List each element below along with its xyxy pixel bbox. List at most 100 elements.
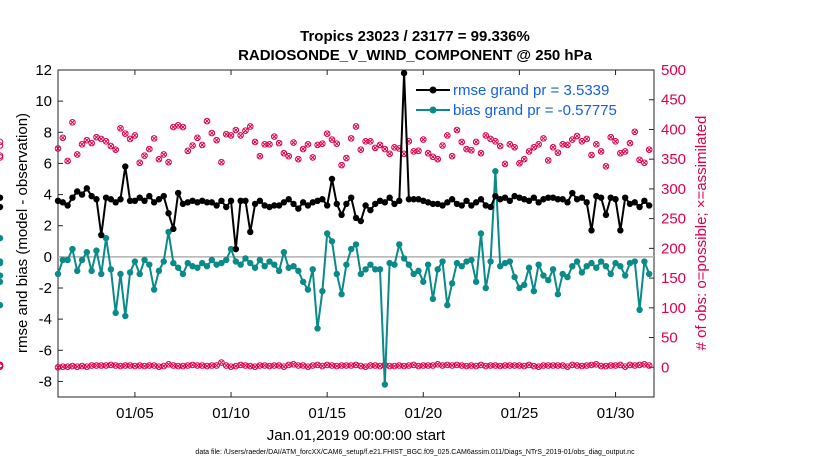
obs-assimilated-point-circle	[323, 361, 331, 369]
obs-possible-point-circle	[415, 147, 422, 155]
obs-assimilated-point-cross	[180, 363, 186, 369]
obs-assimilated-point-cross	[516, 362, 522, 369]
obs-possible-point-cross	[492, 138, 498, 144]
rmse-point	[372, 200, 379, 208]
obs-possible-point	[376, 141, 384, 149]
obs-assimilated-point	[578, 362, 586, 370]
obs-assimilated-point-circle	[516, 362, 523, 369]
obs-possible-point	[112, 146, 119, 153]
obs-possible-point	[88, 139, 95, 147]
obs-assimilated-point	[270, 362, 278, 369]
obs-possible-point-cross	[74, 151, 80, 157]
obs-possible-point-circle	[319, 140, 326, 148]
bias-point	[367, 261, 374, 268]
obs-assimilated-point-circle	[352, 361, 360, 369]
y-tick-label: 12	[35, 62, 52, 79]
obs-possible-point-cross	[531, 144, 537, 150]
obs-assimilated-point-circle	[520, 362, 528, 370]
rmse-point	[559, 196, 566, 203]
obs-assimilated-point	[645, 362, 653, 369]
obs-assimilated-point	[540, 362, 547, 369]
bias-point	[372, 266, 379, 273]
obs-assimilated-point-circle	[112, 362, 119, 369]
obs-possible-point-cross	[502, 161, 508, 167]
obs-possible-point-cross	[319, 141, 325, 147]
obs-possible-point	[0, 153, 4, 159]
rmse-point	[641, 197, 648, 204]
bias-point	[198, 259, 206, 267]
obs-possible-point-circle	[540, 135, 547, 142]
obs-assimilated-point	[391, 362, 398, 370]
bias-point	[319, 287, 326, 295]
bias-point	[468, 256, 475, 264]
obs-assimilated-point	[227, 363, 235, 370]
rmse-point	[88, 192, 95, 200]
obs-assimilated-point	[102, 362, 110, 369]
bias-point	[554, 291, 562, 298]
obs-assimilated-point-circle	[141, 362, 148, 370]
obs-possible-point-circle	[501, 160, 509, 168]
obs-assimilated-point	[357, 362, 365, 370]
bias-point	[516, 284, 523, 292]
obs-assimilated-point-cross	[406, 362, 412, 369]
bias-point	[275, 267, 283, 275]
bias-point	[525, 264, 533, 271]
right-tick-label: 100	[661, 300, 686, 317]
obs-assimilated-point-cross	[108, 362, 114, 368]
obs-possible-point-circle	[583, 135, 591, 143]
obs-assimilated-point-cross	[588, 362, 595, 368]
obs-possible-point	[160, 151, 168, 158]
obs-possible-point-cross	[55, 145, 61, 152]
rmse-point	[588, 227, 595, 234]
rmse-point	[247, 228, 254, 236]
obs-assimilated-point	[520, 362, 528, 370]
obs-assimilated-point-cross	[353, 362, 359, 368]
obs-possible-point-circle	[194, 134, 201, 142]
obs-possible-point-circle	[64, 157, 71, 165]
obs-assimilated-point-circle	[246, 362, 254, 370]
obs-assimilated-point-circle	[304, 363, 312, 370]
bias-point	[131, 258, 139, 265]
obs-assimilated-point	[93, 362, 100, 369]
obs-assimilated-point-cross	[492, 362, 498, 369]
obs-assimilated-point	[88, 362, 95, 369]
obs-possible-point-cross	[156, 156, 162, 162]
obs-assimilated-point-cross	[348, 362, 354, 369]
obs-assimilated-point-cross	[579, 363, 585, 369]
obs-possible-point-cross	[435, 156, 441, 162]
bias-point	[98, 270, 105, 278]
obs-assimilated-point-circle	[121, 362, 129, 369]
obs-possible-point	[472, 138, 480, 146]
obs-possible-point-circle	[242, 127, 249, 134]
rmse-point	[179, 200, 187, 208]
bias-point	[612, 259, 619, 267]
obs-assimilated-point	[506, 362, 514, 369]
obs-assimilated-point-circle	[150, 362, 158, 369]
obs-possible-point	[617, 149, 624, 157]
obs-possible-point-cross	[358, 147, 364, 153]
y-tick-label: -2	[39, 280, 52, 297]
obs-possible-point-circle	[602, 163, 610, 170]
obs-assimilated-point	[496, 362, 504, 370]
obs-possible-point-circle	[88, 139, 95, 147]
obs-assimilated-point-circle	[285, 361, 293, 369]
obs-assimilated-point-circle	[102, 362, 110, 369]
obs-assimilated-point-cross	[598, 363, 604, 369]
obs-possible-point-cross	[382, 146, 388, 152]
rmse-point	[232, 245, 240, 253]
obs-possible-point-cross	[444, 132, 450, 138]
obs-assimilated-point-cross	[334, 363, 340, 369]
obs-assimilated-point-circle	[429, 362, 437, 369]
obs-assimilated-point-circle	[444, 361, 451, 369]
obs-assimilated-point-cross	[372, 362, 378, 369]
obs-assimilated-point-cross	[574, 362, 580, 369]
obs-possible-point	[59, 134, 67, 142]
obs-possible-point	[131, 132, 139, 139]
obs-possible-point-circle	[0, 138, 4, 146]
rmse-point	[453, 200, 461, 208]
obs-possible-point	[54, 145, 62, 152]
bias-point	[150, 286, 158, 293]
bias-point	[583, 263, 590, 270]
obs-assimilated-point-circle	[251, 363, 259, 370]
obs-assimilated-point-cross	[358, 363, 364, 369]
